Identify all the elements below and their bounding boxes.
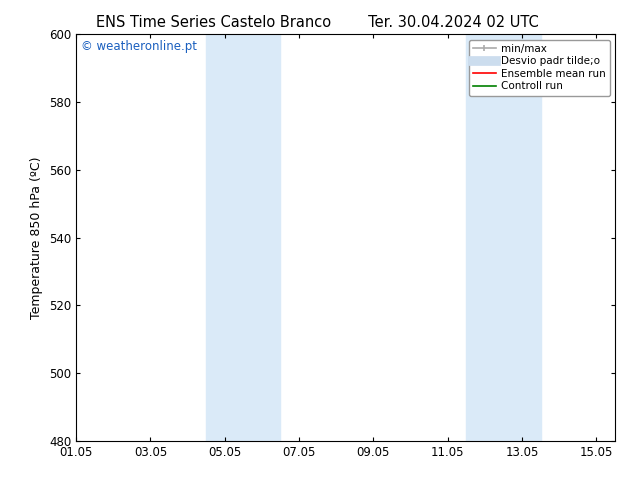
Bar [467,34,541,441]
Text: © weatheronline.pt: © weatheronline.pt [81,40,197,53]
Y-axis label: Temperature 850 hPa (ºC): Temperature 850 hPa (ºC) [30,156,43,319]
Legend: min/max, Desvio padr tilde;o, Ensemble mean run, Controll run: min/max, Desvio padr tilde;o, Ensemble m… [469,40,610,96]
Bar [206,34,280,441]
Text: ENS Time Series Castelo Branco        Ter. 30.04.2024 02 UTC: ENS Time Series Castelo Branco Ter. 30.0… [96,15,538,30]
